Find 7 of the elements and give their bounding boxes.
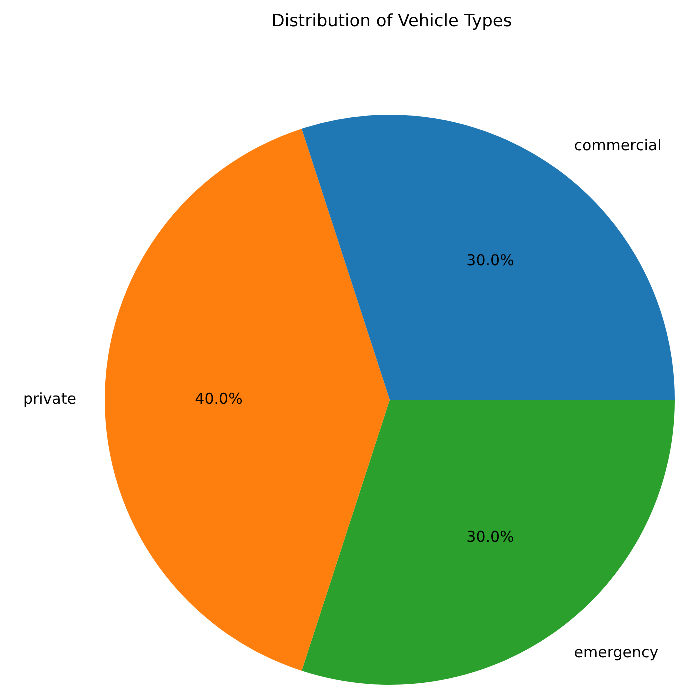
chart-title: Distribution of Vehicle Types xyxy=(272,11,512,32)
slice-label: emergency xyxy=(574,644,659,662)
data-label: 30.0% xyxy=(466,252,514,270)
slice-label: private xyxy=(23,390,76,408)
slice-label: commercial xyxy=(574,136,662,154)
data-label: 40.0% xyxy=(195,390,243,408)
data-label: 30.0% xyxy=(466,528,514,546)
